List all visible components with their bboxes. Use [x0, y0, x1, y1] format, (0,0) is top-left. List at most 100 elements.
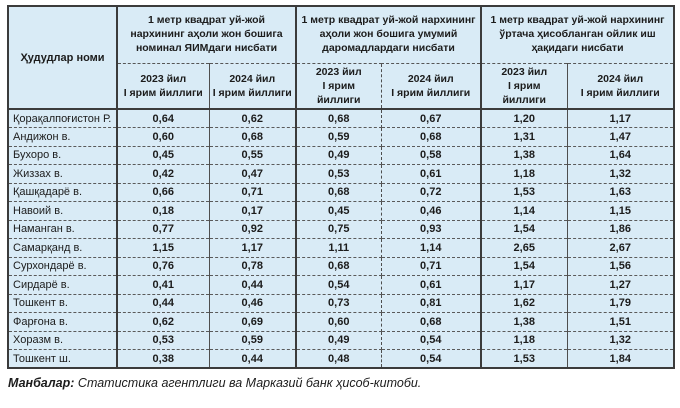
- value-cell: 0,68: [381, 312, 482, 332]
- period-half: I ярим йиллиги: [391, 86, 471, 99]
- period-header-2023-g3: 2023 йил I ярим йиллиги: [481, 63, 568, 111]
- table-row: Хоразм в. 0,53 0,59 0,49 0,54 1,18 1,32: [8, 331, 675, 351]
- value-cell: 0,61: [381, 164, 482, 184]
- value-cell: 1,86: [567, 220, 675, 240]
- value-cell: 0,46: [209, 294, 297, 314]
- value-cell: 0,75: [296, 220, 382, 240]
- value-cell: 0,53: [117, 331, 210, 351]
- table-body: Қорақалпоғистон Р. 0,64 0,62 0,68 0,67 1,20 1,…: [8, 109, 675, 369]
- period-year: 2023 йил: [501, 65, 548, 78]
- table-row: Сирдарё в. 0,41 0,44 0,54 0,61 1,17 1,27: [8, 275, 675, 295]
- region-name-cell: Самарқанд в.: [8, 238, 118, 258]
- period-header-row: 2023 йил I ярим йиллиги 2024 йил I ярим …: [8, 63, 675, 111]
- value-cell: 0,68: [296, 109, 382, 129]
- value-cell: 0,49: [296, 331, 382, 351]
- value-cell: 1,18: [481, 164, 568, 184]
- value-cell: 0,38: [117, 349, 210, 369]
- group-header-total-income-ratio: 1 метр квадрат уй-жой нархининг аҳоли жо…: [296, 6, 482, 64]
- value-cell: 0,78: [209, 257, 297, 277]
- table-row: Жиззах в. 0,42 0,47 0,53 0,61 1,18 1,32: [8, 164, 675, 184]
- period-year: 2024 йил: [407, 72, 454, 85]
- value-cell: 1,14: [481, 201, 568, 221]
- table-row: Андижон в. 0,60 0,68 0,59 0,68 1,31 1,47: [8, 127, 675, 147]
- period-year: 2023 йил: [315, 65, 362, 78]
- region-name-cell: Тошкент в.: [8, 294, 118, 314]
- value-cell: 0,53: [296, 164, 382, 184]
- value-cell: 0,44: [117, 294, 210, 314]
- value-cell: 1,27: [567, 275, 675, 295]
- table-row: Фарғона в. 0,62 0,69 0,60 0,68 1,38 1,51: [8, 312, 675, 332]
- corner-header-regions: Ҳудудлар номи: [8, 6, 118, 111]
- value-cell: 0,71: [209, 183, 297, 203]
- value-cell: 0,18: [117, 201, 210, 221]
- value-cell: 1,14: [381, 238, 482, 258]
- period-year: 2024 йил: [597, 72, 644, 85]
- value-cell: 0,64: [117, 109, 210, 129]
- period-header-2024-g2: 2024 йил I ярим йиллиги: [381, 63, 482, 111]
- value-cell: 0,58: [381, 146, 482, 166]
- region-name-cell: Наманган в.: [8, 220, 118, 240]
- value-cell: 0,54: [381, 349, 482, 369]
- value-cell: 0,55: [209, 146, 297, 166]
- group-header-nominal-gdp-ratio: 1 метр квадрат уй-жой нархининг аҳоли жо…: [117, 6, 297, 64]
- value-cell: 1,54: [481, 257, 568, 277]
- value-cell: 0,46: [381, 201, 482, 221]
- period-half: I ярим йиллиги: [580, 86, 660, 99]
- table-row: Наманган в. 0,77 0,92 0,75 0,93 1,54 1,86: [8, 220, 675, 240]
- value-cell: 0,54: [296, 275, 382, 295]
- group-header-monthly-wage-ratio: 1 метр квадрат уй-жой нархининг ўртача ҳ…: [481, 6, 675, 64]
- table-row: Қашқадарё в. 0,66 0,71 0,68 0,72 1,53 1,63: [8, 183, 675, 203]
- value-cell: 0,76: [117, 257, 210, 277]
- value-cell: 0,61: [381, 275, 482, 295]
- region-name-cell: Фарғона в.: [8, 312, 118, 332]
- value-cell: 0,49: [296, 146, 382, 166]
- period-header-2024-g3: 2024 йил I ярим йиллиги: [567, 63, 675, 111]
- table-row: Самарқанд в. 1,15 1,17 1,11 1,14 2,65 2,67: [8, 238, 675, 258]
- period-year: 2023 йил: [140, 72, 187, 85]
- value-cell: 0,72: [381, 183, 482, 203]
- value-cell: 1,63: [567, 183, 675, 203]
- value-cell: 2,67: [567, 238, 675, 258]
- region-name-cell: Бухоро в.: [8, 146, 118, 166]
- table-row: Навоий в. 0,18 0,17 0,45 0,46 1,14 1,15: [8, 201, 675, 221]
- value-cell: 0,44: [209, 275, 297, 295]
- value-cell: 1,15: [567, 201, 675, 221]
- value-cell: 1,84: [567, 349, 675, 369]
- value-cell: 0,68: [296, 257, 382, 277]
- value-cell: 1,53: [481, 183, 568, 203]
- value-cell: 1,20: [481, 109, 568, 129]
- region-name-cell: Хоразм в.: [8, 331, 118, 351]
- period-header-2023-g2: 2023 йил I ярим йиллиги: [296, 63, 382, 111]
- value-cell: 0,44: [209, 349, 297, 369]
- value-cell: 0,54: [381, 331, 482, 351]
- value-cell: 1,32: [567, 331, 675, 351]
- value-cell: 0,41: [117, 275, 210, 295]
- source-note: Манбалар: Статистика агентлиги ва Марказ…: [7, 376, 674, 390]
- value-cell: 0,68: [209, 127, 297, 147]
- period-half: I ярим йиллиги: [316, 79, 361, 106]
- value-cell: 0,93: [381, 220, 482, 240]
- value-cell: 0,67: [381, 109, 482, 129]
- value-cell: 0,42: [117, 164, 210, 184]
- table-row: Бухоро в. 0,45 0,55 0,49 0,58 1,38 1,64: [8, 146, 675, 166]
- value-cell: 1,47: [567, 127, 675, 147]
- value-cell: 0,68: [381, 127, 482, 147]
- value-cell: 1,38: [481, 312, 568, 332]
- value-cell: 0,92: [209, 220, 297, 240]
- value-cell: 1,11: [296, 238, 382, 258]
- value-cell: 0,45: [296, 201, 382, 221]
- value-cell: 0,71: [381, 257, 482, 277]
- value-cell: 0,66: [117, 183, 210, 203]
- value-cell: 1,79: [567, 294, 675, 314]
- period-half: I ярим йиллиги: [123, 86, 203, 99]
- value-cell: 2,65: [481, 238, 568, 258]
- region-name-cell: Навоий в.: [8, 201, 118, 221]
- table-row: Тошкент ш. 0,38 0,44 0,48 0,54 1,53 1,84: [8, 349, 675, 369]
- period-year: 2024 йил: [229, 72, 276, 85]
- region-name-cell: Сирдарё в.: [8, 275, 118, 295]
- value-cell: 1,17: [567, 109, 675, 129]
- value-cell: 0,77: [117, 220, 210, 240]
- value-cell: 0,60: [117, 127, 210, 147]
- region-name-cell: Тошкент ш.: [8, 349, 118, 369]
